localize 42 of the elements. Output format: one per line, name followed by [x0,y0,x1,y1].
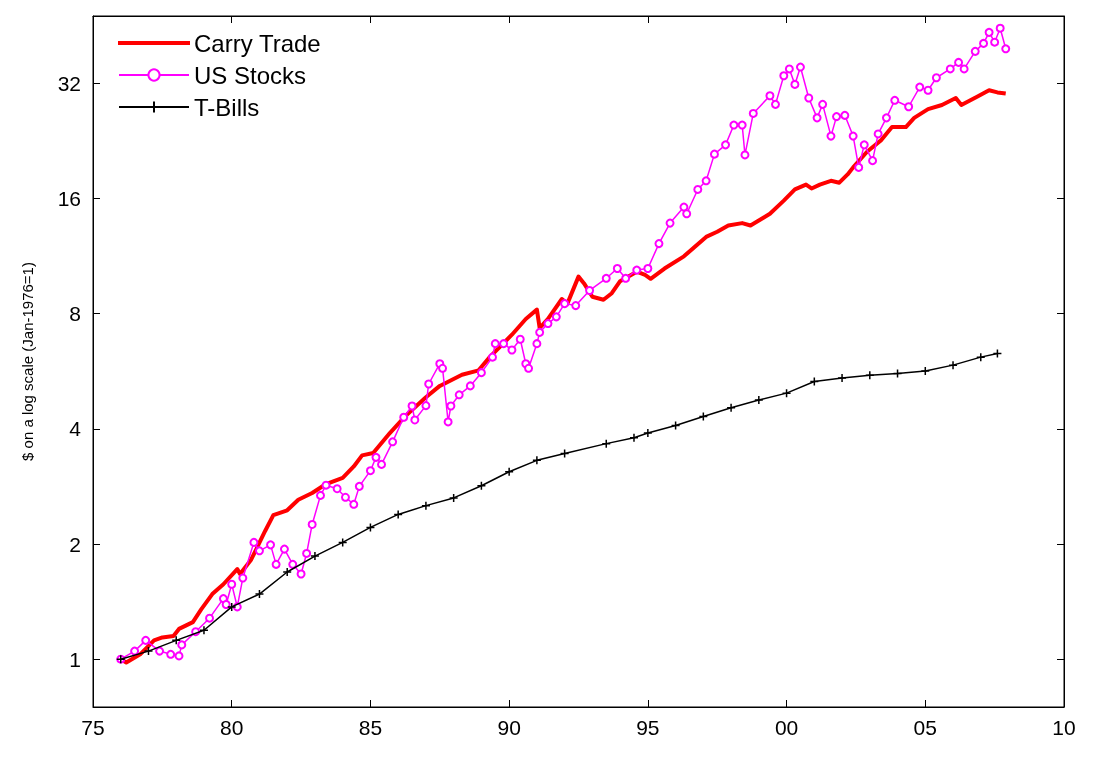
point [199,625,209,636]
point [629,433,639,443]
x-tick-label: 80 [220,716,244,739]
point [865,370,875,381]
x-tick-label: 85 [358,716,383,739]
point [532,455,542,466]
point [920,366,931,376]
x-tick-label: 00 [774,716,799,739]
x-tick-label: 90 [497,716,521,739]
point [254,589,265,599]
point [476,481,487,491]
y-axis-title: $ on a log scale (Jan-1976=1) [19,262,36,461]
point [601,438,611,449]
legend-label: Carry Trade [194,29,321,57]
y-tick-label: 4 [69,417,82,441]
point [837,373,847,383]
point [143,646,154,656]
point [754,395,764,405]
point [310,551,320,561]
point [781,388,792,398]
point [726,403,736,413]
y-tick-label: 2 [69,532,81,556]
point [448,493,459,503]
legend-label: T-Bills [194,93,260,121]
x-tick-label: 05 [913,716,937,739]
point [948,360,958,370]
y-tick-label: 8 [69,302,81,326]
x-tick-label: 95 [636,716,660,739]
point [976,352,986,362]
point [171,635,181,646]
point [393,509,403,520]
y-tick-label: 16 [57,187,81,211]
legend-label: US Stocks [194,61,307,89]
point [643,428,653,438]
point [282,567,292,577]
x-tick-label: 10 [1052,716,1076,739]
point [504,467,514,477]
y-tick-label: 1 [69,647,81,671]
x-tick-label: 75 [81,716,105,739]
point [421,500,431,511]
y-tick-label: 32 [57,71,81,95]
point [226,602,237,612]
